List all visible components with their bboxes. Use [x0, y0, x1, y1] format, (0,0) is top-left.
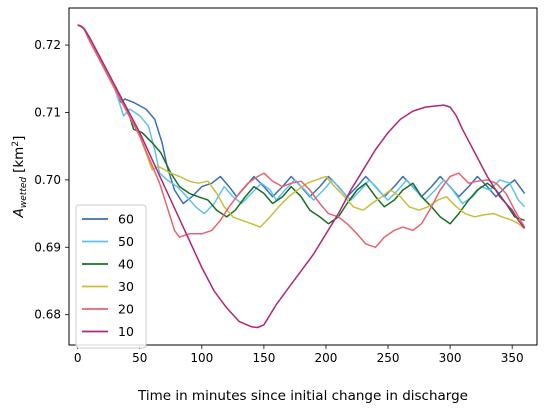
y-tick-label: 0.71 — [34, 105, 61, 119]
y-tick-label: 0.72 — [34, 38, 61, 52]
x-axis-label: Time in minutes since initial change in … — [137, 388, 468, 404]
legend-label-20: 20 — [118, 302, 134, 317]
x-tick-label: 50 — [132, 351, 147, 365]
series-line-60 — [77, 24, 526, 205]
legend-label-10: 10 — [118, 324, 134, 339]
legend: 60 50 40 30 20 10 — [75, 204, 147, 349]
x-tick-label: 250 — [377, 351, 400, 365]
x-tick-label: 350 — [501, 351, 524, 365]
y-axis-label: Awetted [km2] — [11, 136, 29, 219]
y-axis-label-unit: [km — [11, 147, 27, 173]
series-line-40 — [77, 24, 525, 225]
legend-label-60: 60 — [118, 212, 134, 227]
legend-label-30: 30 — [118, 279, 134, 294]
x-tick-label: 200 — [315, 351, 338, 365]
x-tick-label: 0 — [74, 351, 82, 365]
series-line-20 — [77, 24, 526, 249]
x-tick-label: 300 — [439, 351, 462, 365]
y-axis-label-unit-superscript: 2 — [11, 141, 21, 147]
axis-ticks: 0 50 100 150 200 250 300 350 0.68 0.69 0.70 0.71 0.7… — [34, 38, 523, 365]
y-axis-label-main: A — [11, 208, 27, 218]
y-tick-label: 0.70 — [34, 173, 61, 187]
plot-frame — [68, 7, 538, 346]
legend-box — [75, 204, 147, 349]
series-lines — [77, 24, 526, 329]
y-tick-label: 0.69 — [34, 240, 61, 254]
x-tick-label: 150 — [252, 351, 275, 365]
y-tick-label: 0.68 — [34, 308, 61, 322]
legend-label-40: 40 — [118, 257, 134, 272]
x-tick-label: 100 — [190, 351, 213, 365]
legend-label-50: 50 — [118, 234, 134, 249]
series-line-10 — [77, 24, 526, 329]
y-axis-label-unit-close: ] — [11, 136, 27, 141]
y-axis-label-subscript: wetted — [19, 177, 29, 208]
series-line-50 — [77, 24, 526, 215]
